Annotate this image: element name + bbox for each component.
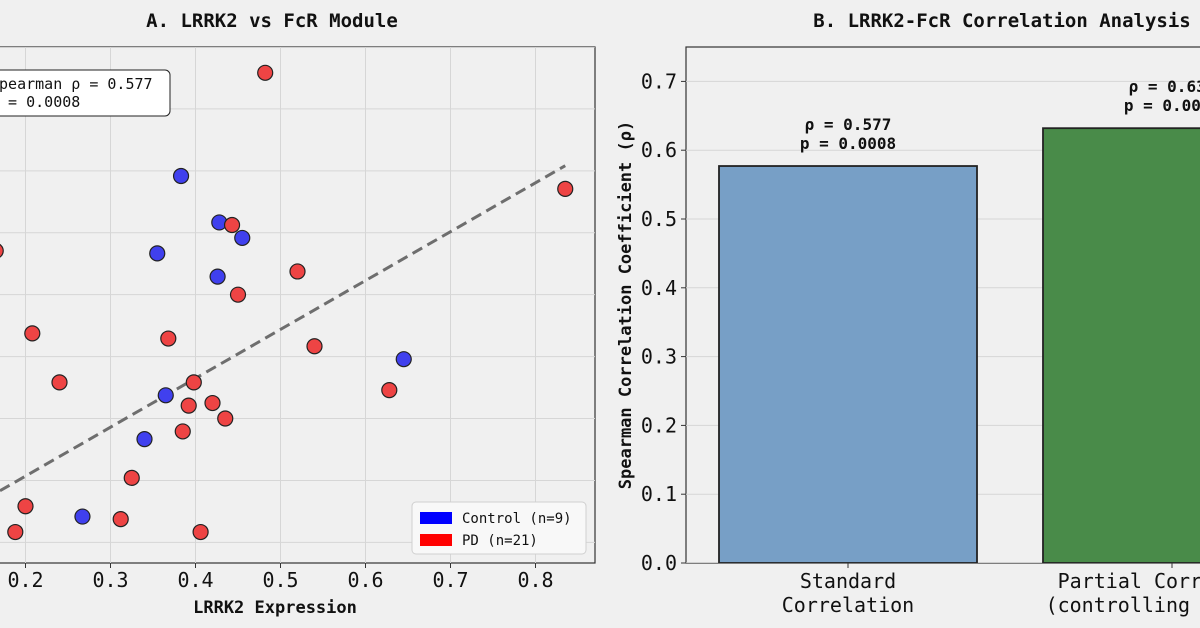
pd-point	[217, 410, 234, 427]
annotation-line-1: Spearman ρ = 0.577	[0, 75, 153, 93]
panel-b-y-tick-label: 0.0	[641, 551, 677, 575]
control-point	[136, 431, 153, 448]
panel-a-x-tick-label: 0.4	[177, 568, 213, 592]
pd-point	[223, 216, 241, 234]
pd-point	[185, 374, 202, 391]
panel-a-trendline-group	[0, 164, 566, 493]
bar-standard-correlation	[718, 165, 978, 563]
panel-b-y-tick-label: 0.6	[641, 138, 677, 162]
panel-b-x-tick-label: Correlation	[782, 593, 914, 617]
panel-a-x-tick-label: 0.2	[7, 568, 43, 592]
control-point	[395, 351, 412, 368]
control-point	[157, 387, 174, 404]
control-point	[149, 245, 166, 262]
panel-a-points	[0, 64, 574, 541]
pd-point	[306, 338, 323, 355]
legend-label-control: Control (n=9)	[462, 511, 572, 527]
panel-b-y-label: Spearman Correlation Coefficient (ρ)	[616, 121, 636, 489]
pd-point	[257, 64, 274, 81]
correlation-annotation: Spearman ρ = 0.577 p = 0.0008	[0, 69, 171, 117]
bar-value-label: ρ = 0.632	[1129, 77, 1200, 96]
panel-b-y-tick-label: 0.1	[641, 482, 677, 506]
legend-swatch-pd	[420, 534, 452, 546]
pd-point	[51, 374, 68, 391]
panel-a-x-tick-label: 0.3	[92, 568, 128, 592]
panel-b-x-tick-label: Standard	[800, 569, 896, 593]
pd-point	[180, 397, 197, 414]
pd-point	[160, 330, 177, 347]
panel-b-y-ticks: 0.0 0.1 0.2 0.3 0.4 0.5 0.6 0.7	[641, 69, 686, 575]
control-point	[172, 167, 190, 185]
legend-label-pd: PD (n=21)	[462, 533, 538, 549]
panel-b-x-tick-label: (controlling for ...)	[1046, 593, 1200, 617]
panel-b-y-tick-label: 0.2	[641, 413, 677, 437]
panel-a-title: A. LRRK2 vs FcR Module	[146, 10, 398, 32]
panel-b-x-tick-label: Partial Correlation	[1058, 569, 1200, 593]
panel-a-legend: Control (n=9) PD (n=21)	[411, 501, 587, 555]
pd-point	[174, 423, 191, 440]
pd-point	[7, 523, 24, 541]
pd-point	[24, 325, 41, 342]
panel-b-title: B. LRRK2-FcR Correlation Analysis	[813, 10, 1191, 32]
control-point	[209, 268, 226, 285]
pd-point	[123, 469, 140, 486]
bar-value-label: ρ = 0.577	[805, 115, 892, 134]
panel-a-x-tick-label: 0.6	[347, 568, 383, 592]
control-point	[74, 508, 91, 525]
panel-b-y-tick-label: 0.5	[641, 207, 677, 231]
panel-a-grid	[0, 47, 595, 563]
bar-partial-correlation	[1042, 127, 1200, 563]
pd-point	[112, 511, 129, 528]
pd-point	[557, 180, 574, 197]
pd-point	[17, 498, 34, 515]
panel-a-x-tick-label: 0.5	[262, 568, 298, 592]
panel-b: B. LRRK2-FcR Correlation Analysis ρ = 0.…	[616, 10, 1200, 617]
pd-point	[229, 286, 247, 303]
pd-point	[204, 394, 221, 412]
pd-point	[0, 243, 4, 258]
panel-a-x-ticks: 0.2 0.3 0.4 0.5 0.6 0.7 0.8	[7, 563, 554, 592]
panel-b-y-tick-label: 0.3	[641, 345, 677, 369]
panel-a-trendline	[0, 164, 566, 493]
pd-point	[381, 382, 398, 399]
panel-b-y-tick-label: 0.7	[641, 69, 677, 93]
panel-a-x-tick-label: 0.7	[432, 568, 468, 592]
bar-p-label: p = 0.0003	[1124, 96, 1200, 115]
panel-a-plot-area	[0, 46, 596, 564]
panel-a-x-label: LRRK2 Expression	[193, 598, 357, 618]
control-point	[234, 229, 251, 247]
pd-point	[192, 523, 209, 541]
bar-p-label: p = 0.0008	[800, 134, 896, 153]
panel-a: A. LRRK2 vs FcR Module 0.2 0.3 0.4 0.5 0.6 0.…	[0, 10, 596, 618]
panel-b-y-tick-label: 0.4	[641, 276, 677, 300]
legend-swatch-control	[420, 512, 452, 524]
annotation-line-2: p = 0.0008	[0, 93, 80, 111]
panel-a-x-tick-label: 0.8	[517, 568, 553, 592]
pd-point	[289, 263, 306, 280]
